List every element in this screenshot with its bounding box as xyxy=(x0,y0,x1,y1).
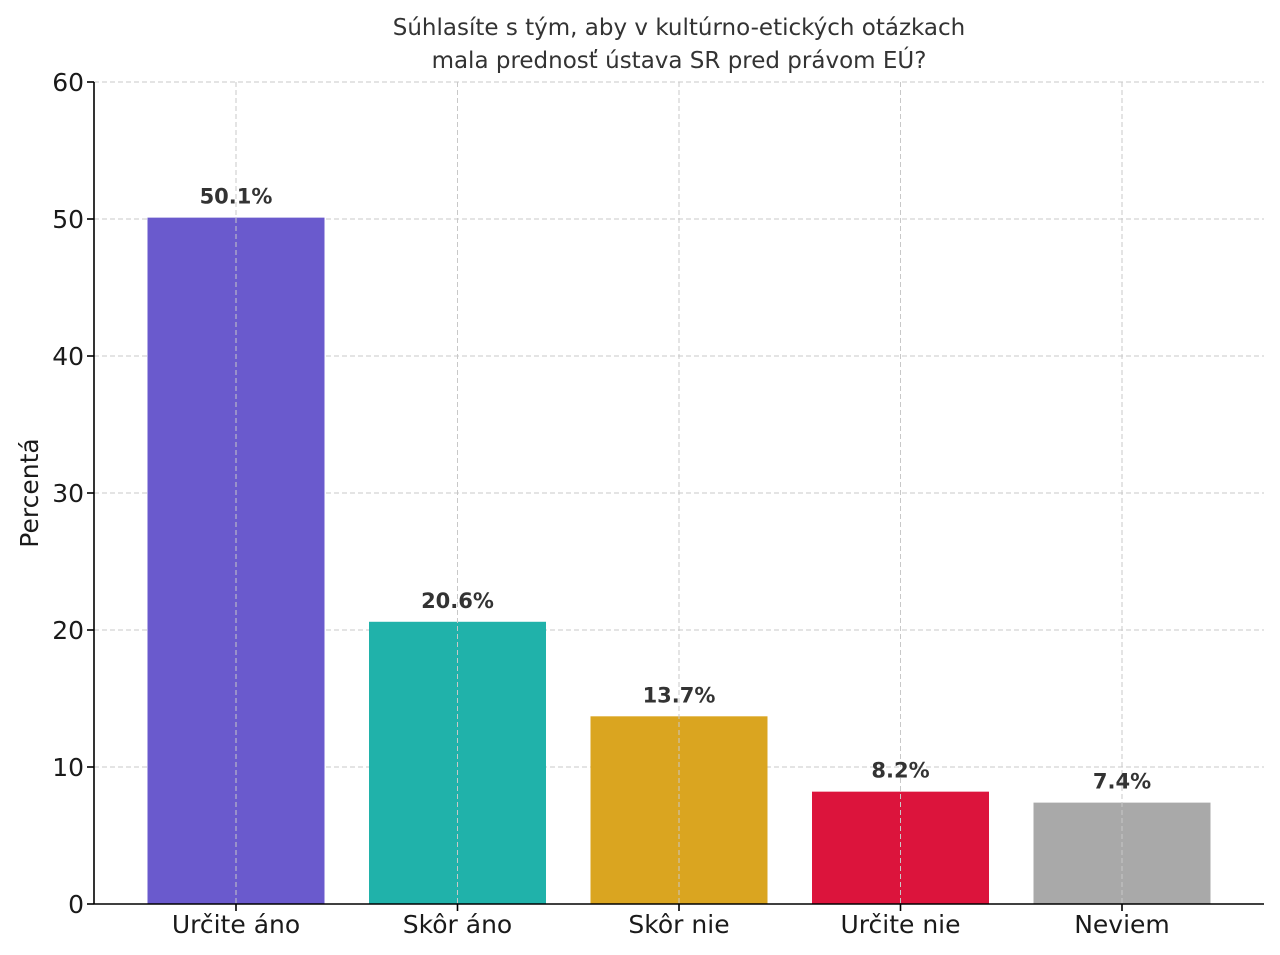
axis-layer xyxy=(87,81,1264,911)
bar xyxy=(812,791,989,904)
bar xyxy=(147,217,325,904)
x-tick-label: Skôr áno xyxy=(403,910,512,939)
bar-layer xyxy=(147,82,1211,904)
bar-value-label: 20.6% xyxy=(421,589,494,613)
x-tick-label: Určite nie xyxy=(840,910,960,939)
y-axis-label: Percentá xyxy=(15,438,44,547)
bar-value-label: 8.2% xyxy=(871,759,929,783)
text-layer: Súhlasíte s tým, aby v kultúrno-etických… xyxy=(15,15,1170,939)
y-tick-label: 40 xyxy=(52,342,84,371)
bar-value-label: 7.4% xyxy=(1093,770,1151,794)
y-tick-label: 10 xyxy=(52,753,84,782)
x-tick-label: Skôr nie xyxy=(628,910,729,939)
y-tick-label: 0 xyxy=(68,890,84,919)
bar-value-label: 13.7% xyxy=(643,683,716,707)
chart-title-line-2: mala prednosť ústava SR pred právom EÚ? xyxy=(432,46,927,74)
bar-value-label: 50.1% xyxy=(200,185,273,209)
y-tick-label: 50 xyxy=(52,205,84,234)
y-tick-label: 30 xyxy=(52,479,84,508)
x-tick-label: Neviem xyxy=(1074,910,1170,939)
y-tick-label: 60 xyxy=(52,68,84,97)
y-tick-label: 20 xyxy=(52,616,84,645)
chart-title-line-1: Súhlasíte s tým, aby v kultúrno-etických… xyxy=(393,15,966,41)
x-tick-label: Určite áno xyxy=(172,910,300,939)
